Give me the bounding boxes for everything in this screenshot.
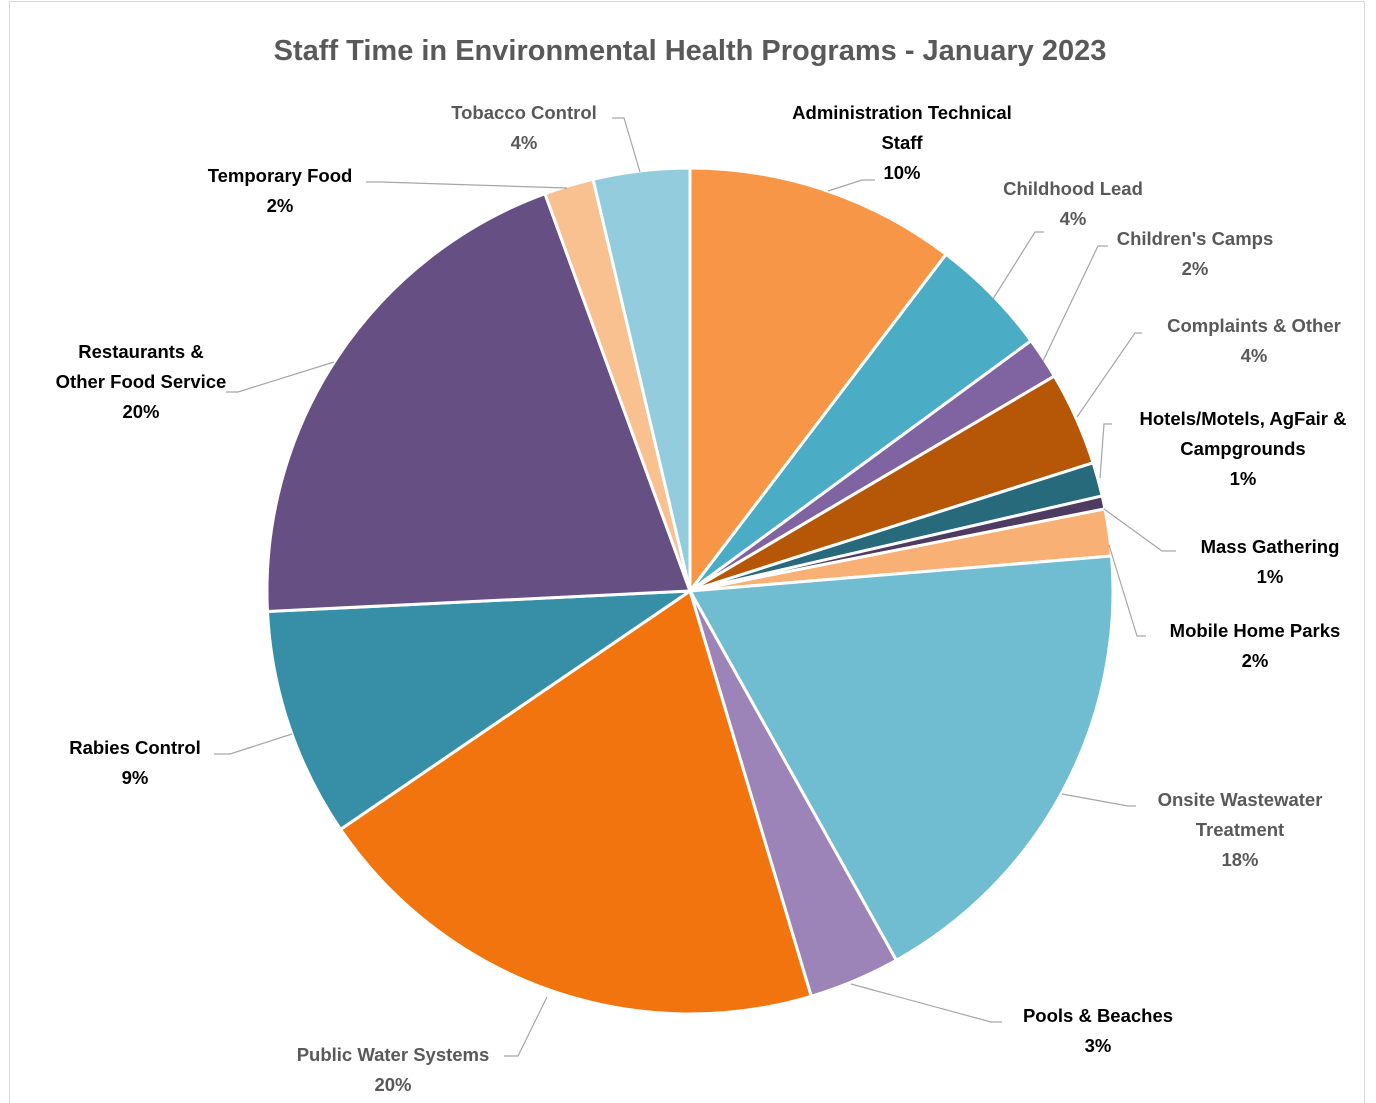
data-label-percent: 20%: [374, 1074, 411, 1095]
pie-slice-9: [338, 588, 814, 1016]
leader-line-5: [1103, 508, 1176, 552]
data-label-category: Childhood Lead: [1003, 178, 1143, 199]
data-label-category: Pools & Beaches: [1023, 1005, 1173, 1026]
data-label-12: Temporary Food 2%: [208, 165, 353, 216]
data-label-3: Complaints & Other 4%: [1167, 315, 1341, 366]
leader-line-4: [1099, 423, 1112, 479]
leader-line-2: [1042, 245, 1108, 362]
data-label-category: Hotels/Motels, AgFair &: [1140, 408, 1347, 429]
data-label-percent: 1%: [1230, 468, 1257, 489]
leader-line-0: [827, 179, 875, 192]
data-label-2: Children's Camps 2%: [1117, 228, 1274, 279]
data-label-percent: 3%: [1085, 1035, 1112, 1056]
data-label-percent: 9%: [122, 767, 149, 788]
data-label-11: Restaurants & Other Food Service 20%: [56, 341, 227, 422]
data-label-category: Restaurants &: [78, 341, 203, 362]
data-label-8: Pools & Beaches 3%: [1023, 1005, 1173, 1056]
data-label-category: Onsite Wastewater: [1158, 789, 1323, 810]
data-label-7: Onsite Wastewater Treatment 18%: [1158, 789, 1323, 870]
data-label-category: Mobile Home Parks: [1170, 620, 1341, 641]
data-label-6: Mobile Home Parks 2%: [1170, 620, 1341, 671]
leader-lines: [214, 117, 1176, 1057]
data-label-percent: 4%: [511, 132, 538, 153]
data-label-category: Public Water Systems: [297, 1044, 490, 1065]
data-label-percent: 4%: [1060, 208, 1087, 229]
data-label-10: Rabies Control 9%: [69, 737, 201, 788]
data-label-1: Childhood Lead 4%: [1003, 178, 1143, 229]
data-labels: Administration Technical Staff 10% Childhoo…: [56, 102, 1347, 1095]
pie-slice-7: [687, 554, 1115, 963]
data-label-9: Public Water Systems 20%: [297, 1044, 490, 1095]
data-label-category: Campgrounds: [1180, 438, 1305, 459]
leader-line-11: [226, 361, 335, 393]
data-label-category: Complaints & Other: [1167, 315, 1341, 336]
pie-slice-0: [688, 166, 949, 596]
data-label-category: Children's Camps: [1117, 228, 1274, 249]
data-label-percent: 18%: [1221, 849, 1258, 870]
leader-line-1: [992, 231, 1044, 300]
pie-slice-10: [265, 589, 696, 832]
data-label-percent: 1%: [1257, 566, 1284, 587]
pie-slices: [265, 166, 1115, 1016]
data-label-percent: 4%: [1241, 345, 1268, 366]
data-label-category: Temporary Food: [208, 165, 353, 186]
leader-line-9: [504, 996, 548, 1057]
data-label-percent: 2%: [1182, 258, 1209, 279]
leader-line-13: [612, 117, 641, 173]
leader-line-12: [366, 181, 568, 189]
data-label-category: Tobacco Control: [451, 102, 597, 123]
leader-line-6: [1108, 544, 1146, 637]
leader-line-10: [214, 733, 293, 755]
chart-title: Staff Time in Environmental Health Progr…: [274, 35, 1107, 67]
data-label-category: Mass Gathering: [1201, 536, 1340, 557]
data-label-percent: 20%: [122, 401, 159, 422]
leader-line-3: [1076, 332, 1142, 418]
data-label-category: Treatment: [1196, 819, 1284, 840]
data-label-5: Mass Gathering 1%: [1201, 536, 1340, 587]
data-label-category: Staff: [881, 132, 923, 153]
data-label-category: Rabies Control: [69, 737, 201, 758]
data-label-category: Other Food Service: [56, 371, 227, 392]
data-label-percent: 10%: [883, 162, 920, 183]
data-label-category: Administration Technical: [792, 102, 1012, 123]
leader-line-7: [1061, 793, 1136, 807]
data-label-percent: 2%: [267, 195, 294, 216]
data-label-percent: 2%: [1242, 650, 1269, 671]
data-label-13: Tobacco Control 4%: [451, 102, 597, 153]
data-label-0: Administration Technical Staff 10%: [792, 102, 1012, 183]
leader-line-8: [850, 983, 1002, 1023]
pie-slice-11: [265, 191, 693, 614]
pie-slice-13: [591, 166, 692, 592]
data-label-4: Hotels/Motels, AgFair & Campgrounds 1%: [1140, 408, 1347, 489]
